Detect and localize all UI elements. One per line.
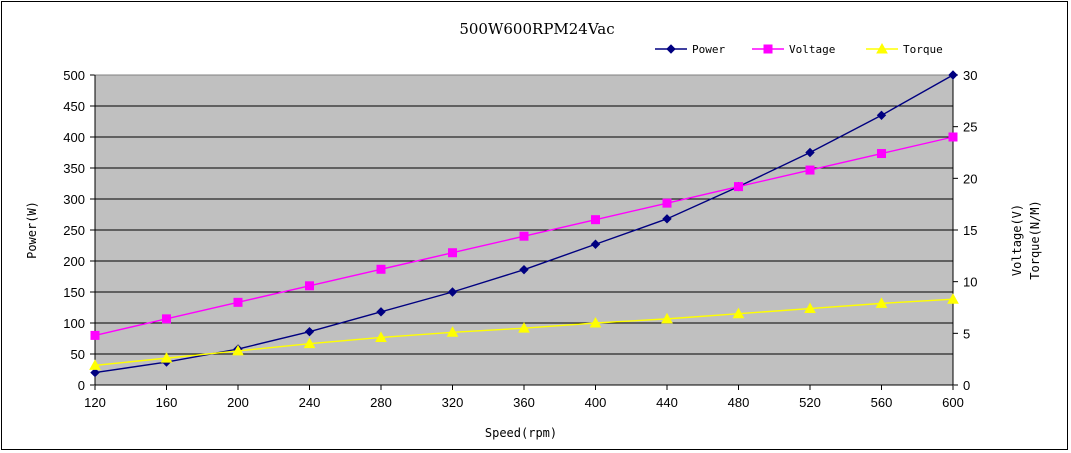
y2-tick-label: 10	[963, 275, 977, 290]
data-point-power	[376, 307, 386, 317]
x-tick-label: 200	[227, 395, 249, 410]
data-point-power	[662, 214, 672, 224]
data-point-voltage	[90, 330, 100, 340]
data-point-power	[948, 70, 958, 80]
x-tick-label: 480	[728, 395, 750, 410]
data-point-voltage	[233, 297, 243, 307]
data-point-torque	[446, 326, 459, 337]
data-point-torque	[375, 331, 387, 342]
data-point-voltage	[376, 264, 386, 274]
data-point-torque	[732, 307, 745, 319]
y2-axis-label-voltage: Voltage(V)	[1010, 204, 1024, 276]
x-tick-label: 240	[299, 395, 321, 410]
y-tick-label: 300	[63, 192, 85, 207]
chart-title: 500W600RPM24Vac	[459, 20, 614, 38]
data-point-power	[447, 287, 458, 297]
y2-tick-label: 25	[963, 120, 977, 135]
x-tick-label: 320	[442, 395, 464, 410]
data-point-power	[304, 326, 315, 337]
data-point-torque	[947, 293, 959, 304]
data-point-power	[519, 264, 529, 275]
data-point-torque	[518, 322, 530, 333]
data-point-voltage	[162, 314, 171, 324]
x-tick-label: 440	[656, 395, 678, 410]
data-point-voltage	[519, 231, 529, 241]
legend-marker-voltage	[763, 44, 773, 54]
y-tick-label: 350	[63, 161, 85, 176]
y2-tick-label: 5	[963, 326, 970, 341]
x-tick-label: 400	[585, 395, 607, 410]
data-point-torque	[804, 302, 816, 314]
y-tick-label: 200	[63, 254, 85, 269]
y-tick-label: 50	[71, 347, 85, 362]
y2-tick-label: 0	[963, 378, 970, 393]
data-point-torque	[160, 352, 173, 363]
legend-label-power: Power	[692, 43, 725, 56]
x-tick-label: 600	[942, 395, 964, 410]
data-point-voltage	[448, 248, 457, 258]
y-tick-label: 0	[78, 378, 85, 393]
x-tick-label: 280	[370, 395, 392, 410]
x-tick-label: 360	[513, 395, 535, 410]
data-point-torque	[303, 337, 316, 349]
legend-marker-power	[666, 44, 676, 54]
data-point-power	[876, 110, 887, 121]
y-tick-label: 150	[63, 285, 85, 300]
data-point-voltage	[734, 182, 743, 192]
y-axis-label: Power(W)	[25, 201, 39, 259]
data-point-voltage	[805, 165, 815, 175]
x-tick-label: 560	[871, 395, 893, 410]
y-tick-label: 100	[63, 316, 85, 331]
data-point-power	[805, 147, 815, 158]
data-point-voltage	[948, 132, 958, 142]
data-point-torque	[589, 316, 602, 328]
x-tick-label: 520	[799, 395, 821, 410]
x-axis-label: Speed(rpm)	[485, 426, 557, 440]
data-point-voltage	[591, 215, 600, 225]
x-tick-label: 160	[156, 395, 178, 410]
data-point-torque	[89, 359, 101, 370]
legend: Power Voltage Torque	[655, 42, 943, 56]
y-tick-label: 400	[63, 130, 85, 145]
data-point-torque	[232, 344, 244, 356]
y2-tick-label: 30	[963, 68, 977, 83]
data-point-torque	[875, 297, 888, 308]
data-point-voltage	[877, 149, 886, 159]
y-tick-label: 450	[63, 99, 85, 114]
legend-marker-torque	[876, 42, 888, 54]
y-tick-label: 250	[63, 223, 85, 238]
legend-label-torque: Torque	[903, 43, 943, 56]
y2-tick-label: 20	[963, 171, 977, 186]
plot-area: 0 50 100 150 200 250 300 350 400 450 500 0 5 10 15 20 25…	[63, 68, 977, 410]
data-point-power	[590, 239, 601, 249]
data-point-torque	[661, 312, 673, 324]
y2-axis-label-torque: Torque(N/M)	[1028, 200, 1042, 279]
x-tick-label: 120	[84, 395, 106, 410]
y2-tick-label: 15	[963, 223, 977, 238]
data-point-voltage	[305, 281, 314, 291]
data-point-power	[90, 367, 100, 378]
y-tick-label: 500	[63, 68, 85, 83]
legend-label-voltage: Voltage	[789, 43, 835, 56]
data-point-voltage	[662, 198, 672, 208]
